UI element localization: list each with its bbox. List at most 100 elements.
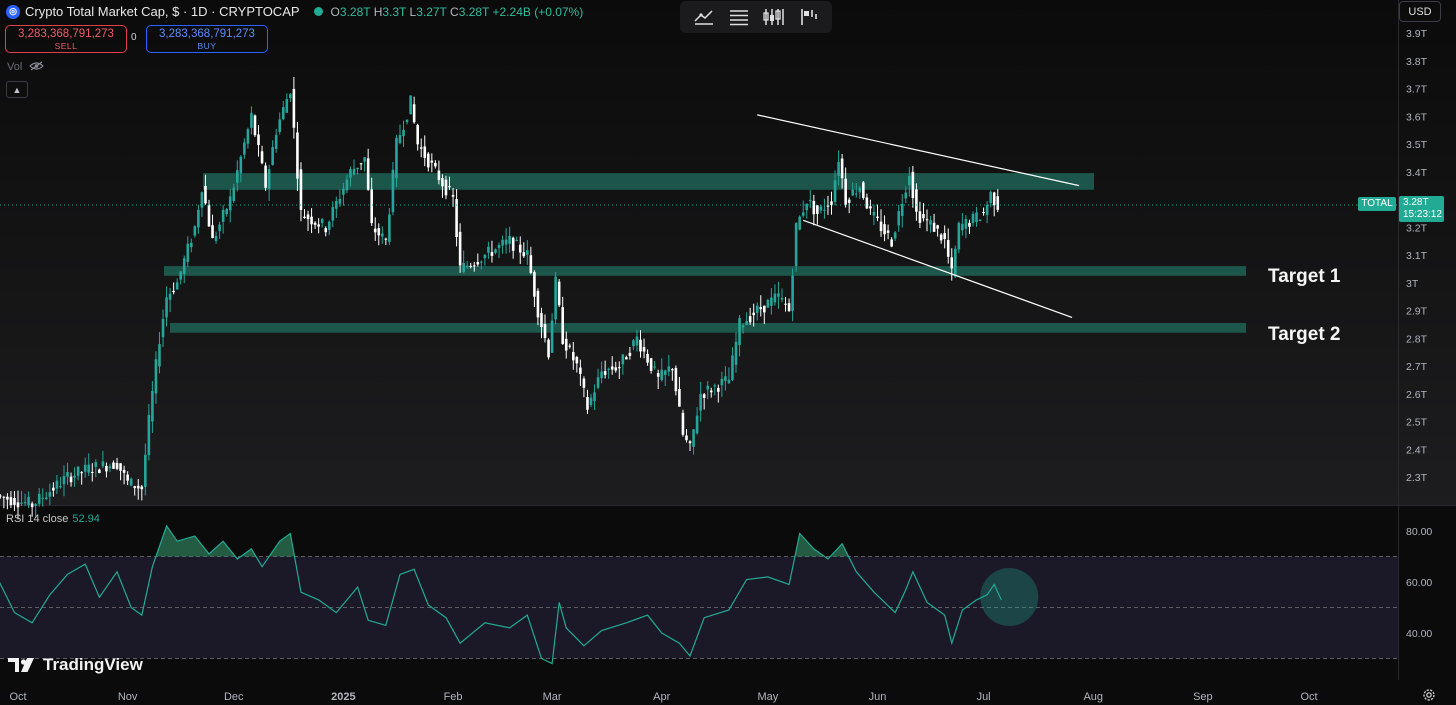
rsi-tick-label: 40.00 (1406, 628, 1432, 640)
replay-icon[interactable] (796, 6, 822, 28)
candle-body (572, 352, 575, 361)
candle-body (992, 192, 996, 206)
tradingview-watermark[interactable]: TradingView (8, 655, 143, 675)
candle-body (221, 209, 225, 222)
candle-body (267, 169, 271, 189)
currency-selector[interactable]: USD (1399, 1, 1441, 22)
candle-body (271, 147, 274, 165)
candle-body (596, 377, 600, 388)
candle-body (402, 129, 405, 137)
candle-body (536, 290, 540, 318)
candle-body (377, 228, 381, 236)
candle-body (197, 209, 200, 228)
buy-button[interactable]: 3,283,368,791,273 BUY (146, 25, 268, 53)
target-1-label[interactable]: Target 1 (1268, 266, 1341, 287)
price-tick-label: 2.5T (1406, 417, 1428, 429)
sell-button[interactable]: 3,283,368,791,273 SELL (5, 25, 127, 53)
candle-body (451, 195, 455, 197)
target-2-label[interactable]: Target 2 (1268, 324, 1341, 345)
symbol-header: ◎ Crypto Total Market Cap, $ · 1D · CRYP… (6, 4, 583, 19)
candle-body (766, 300, 770, 308)
candle-body (692, 429, 695, 447)
candle-body (281, 107, 285, 120)
candle-body (734, 341, 738, 365)
candle-body (207, 204, 211, 227)
price-tick-label: 3.8T (1406, 56, 1428, 68)
candle-body (872, 211, 876, 216)
candle-body (158, 344, 161, 367)
candles-group (0, 76, 1000, 520)
candle-body (490, 252, 494, 256)
candle-body (105, 465, 108, 472)
candle-body (250, 112, 253, 128)
candle-body (331, 206, 335, 221)
candle-body (320, 219, 324, 224)
candle-body (423, 146, 427, 158)
candle-body (791, 275, 794, 312)
candle-body (405, 119, 409, 123)
candle-body (133, 486, 137, 489)
candle-body (274, 134, 278, 149)
rsi-line (0, 524, 1002, 665)
candle-body (426, 153, 430, 168)
candle-body (338, 198, 342, 204)
ohlc-high-key: H (373, 4, 383, 19)
support-zone-2 (164, 266, 1246, 276)
candle-body (745, 321, 748, 325)
candle-body (582, 378, 586, 388)
candle-body (922, 214, 925, 219)
object-tree-icon[interactable] (691, 6, 717, 28)
candle-body (893, 232, 897, 239)
ohlc-close-value: 3.28T (458, 4, 490, 19)
candle-body (854, 193, 858, 195)
price-axis: 3.9T 3.8T 3.7T 3.6T 3.5T 3.4T 3.2T 3.1T 3T 2.9T 2.… (1406, 28, 1428, 484)
last-price-value: 3.28T (1403, 197, 1429, 208)
candle-body (985, 204, 989, 216)
time-tick-label: Oct (1300, 691, 1317, 703)
candle-body (363, 157, 366, 162)
candle-body (359, 163, 363, 165)
hidden-eye-icon[interactable] (29, 61, 45, 71)
candle-body (826, 205, 830, 207)
candle-body (165, 297, 168, 318)
candle-body (232, 187, 236, 202)
market-status-icon (313, 7, 323, 16)
candle-body (59, 486, 62, 488)
candle-body (759, 307, 763, 310)
indicators-icon[interactable] (761, 6, 787, 28)
candle-body (653, 366, 656, 368)
candle-body (635, 336, 639, 346)
candle-body (908, 176, 911, 186)
rsi-legend[interactable]: RSI 14 close 52.94 (6, 513, 100, 525)
candle-body (617, 367, 621, 369)
candle-body (448, 186, 451, 188)
candle-body (30, 503, 34, 508)
ohlc-low-key: L (409, 4, 417, 19)
candle-body (550, 320, 554, 353)
candle-body (918, 211, 922, 223)
collapse-legend-button[interactable]: ▲ (6, 81, 28, 98)
candle-body (441, 178, 444, 187)
data-window-icon[interactable] (726, 6, 752, 28)
price-tick-label: 3.6T (1406, 111, 1428, 123)
time-tick-label: Sep (1193, 691, 1213, 703)
settings-gear-icon[interactable] (1421, 687, 1437, 703)
rsi-band-fill (0, 556, 1398, 659)
floating-toolbar (680, 1, 832, 33)
candle-body (575, 357, 579, 364)
trendline-2 (803, 219, 1073, 319)
candle-body (13, 498, 16, 505)
candle-body (327, 221, 331, 230)
symbol-title[interactable]: Crypto Total Market Cap, $ · 1D · CRYPTO… (25, 4, 300, 19)
rsi-tick-label: 80.00 (1406, 526, 1432, 538)
candle-body (129, 478, 133, 486)
candle-body (833, 180, 837, 203)
candle-body (55, 480, 59, 489)
candle-body (324, 228, 328, 233)
candle-body (748, 316, 752, 323)
candle-body (161, 318, 165, 338)
ohlc-low-value: 3.27T (416, 4, 447, 19)
volume-legend[interactable]: Vol (7, 61, 45, 73)
